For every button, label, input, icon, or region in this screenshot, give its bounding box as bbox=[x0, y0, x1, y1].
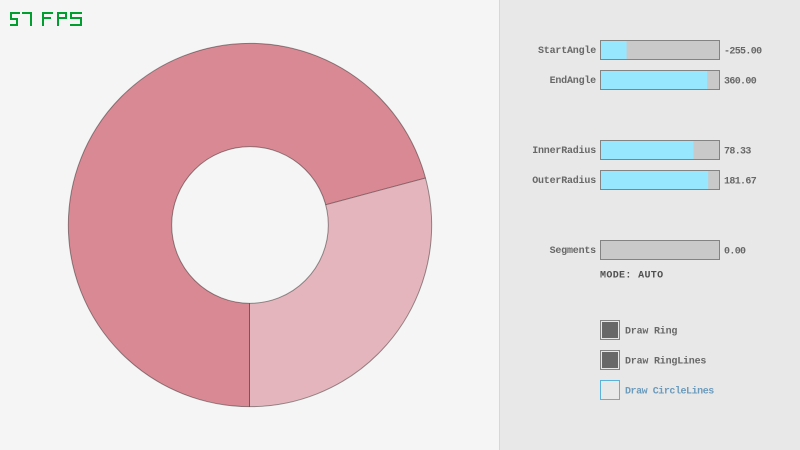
svg-text:360.00: 360.00 bbox=[724, 76, 757, 87]
svg-text:EndAngle: EndAngle bbox=[550, 75, 597, 87]
svg-text:Segments: Segments bbox=[550, 246, 597, 257]
svg-text:0.00: 0.00 bbox=[724, 246, 746, 257]
svg-text:OuterRadius: OuterRadius bbox=[532, 175, 596, 187]
svg-text:78.33: 78.33 bbox=[724, 146, 751, 157]
svg-text:Draw RingLines: Draw RingLines bbox=[625, 355, 706, 367]
svg-text:StartAngle: StartAngle bbox=[538, 45, 596, 57]
svg-text:181.67: 181.67 bbox=[724, 176, 757, 187]
svg-text:MODE: AUTO: MODE: AUTO bbox=[600, 271, 664, 282]
svg-text:Draw CircleLines: Draw CircleLines bbox=[625, 385, 714, 397]
svg-text:Draw Ring: Draw Ring bbox=[625, 325, 677, 337]
svg-text:-255.00: -255.00 bbox=[724, 46, 762, 57]
svg-text:InnerRadius: InnerRadius bbox=[532, 145, 596, 157]
